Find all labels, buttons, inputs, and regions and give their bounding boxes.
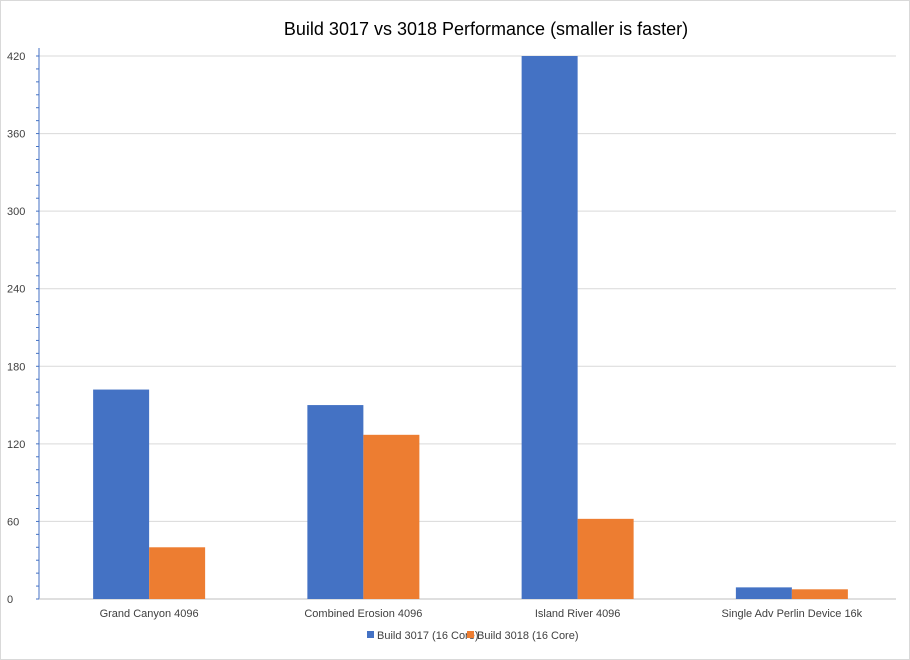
x-category-label: Island River 4096	[535, 608, 621, 620]
y-tick-label: 360	[7, 129, 25, 141]
chart-title: Build 3017 vs 3018 Performance (smaller …	[284, 19, 688, 39]
bar-build-3018	[577, 518, 634, 599]
bar-build-3017	[735, 587, 792, 599]
y-tick-label: 300	[7, 206, 25, 218]
y-tick-label: 420	[7, 51, 25, 63]
y-tick-label: 0	[7, 594, 13, 606]
legend-swatch	[367, 631, 374, 638]
legend-swatch	[467, 631, 474, 638]
x-category-label: Single Adv Perlin Device 16k	[722, 608, 863, 620]
y-tick-label: 240	[7, 284, 25, 296]
x-category-label: Combined Erosion 4096	[304, 608, 422, 620]
gridlines	[39, 55, 896, 522]
y-tick-label: 60	[7, 516, 19, 528]
bar-build-3018	[791, 589, 848, 599]
legend-label: Build 3018 (16 Core)	[477, 630, 579, 642]
legend-label: Build 3017 (16 Core)	[377, 630, 479, 642]
bar-build-3018	[149, 547, 206, 599]
bar-build-3017	[521, 56, 578, 599]
bar-build-3017	[93, 389, 150, 599]
bars	[93, 56, 848, 599]
bar-build-3017	[307, 405, 364, 599]
bar-build-3018	[363, 434, 420, 599]
y-tick-label: 120	[7, 439, 25, 451]
legend: Build 3017 (16 Core)Build 3018 (16 Core)	[367, 630, 579, 642]
y-tick-label: 180	[7, 361, 25, 373]
x-category-label: Grand Canyon 4096	[100, 608, 199, 620]
category-labels: Grand Canyon 4096 Combined Erosion 4096 Is…	[100, 608, 863, 620]
